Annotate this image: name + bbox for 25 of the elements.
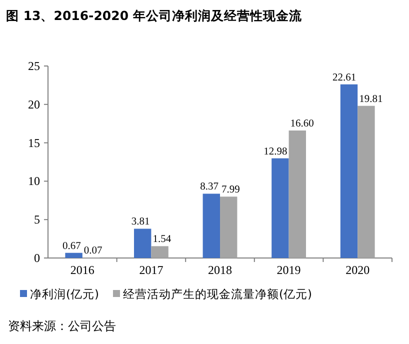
- y-tick-label: 10: [28, 174, 40, 188]
- x-tick-label: 2020: [346, 263, 370, 277]
- title: 图 13、2016-2020 年公司净利润及经营性现金流: [6, 8, 302, 23]
- x-tick-label: 2019: [276, 263, 301, 277]
- data-label: 16.60: [290, 118, 314, 130]
- legend-label: 净利润(亿元): [30, 287, 99, 301]
- data-label: 19.81: [359, 94, 383, 105]
- x-tick-label: 2016: [70, 263, 94, 277]
- y-tick-label: 25: [28, 59, 40, 73]
- x-tick-label: 2017: [139, 263, 164, 277]
- y-tick-label: 5: [34, 212, 40, 227]
- legend-label: 经营活动产生的现金流量净额(亿元): [122, 287, 312, 301]
- y-tick-label: 20: [28, 97, 40, 112]
- data-label: 12.98: [264, 146, 288, 158]
- y-tick-label: 15: [28, 136, 40, 150]
- y-tick-label: 0: [34, 251, 40, 265]
- data-label: 3.81: [131, 216, 150, 228]
- text: 资料来源：公司公告: [8, 319, 116, 333]
- data-label: 1.54: [152, 234, 172, 246]
- x-tick-label: 2018: [208, 263, 232, 277]
- data-label: 0.67: [62, 240, 81, 252]
- data-label: 7.99: [222, 184, 240, 196]
- data-label: 8.37: [200, 182, 218, 193]
- data-label: 22.61: [332, 72, 356, 84]
- data-label: 0.07: [84, 245, 102, 256]
